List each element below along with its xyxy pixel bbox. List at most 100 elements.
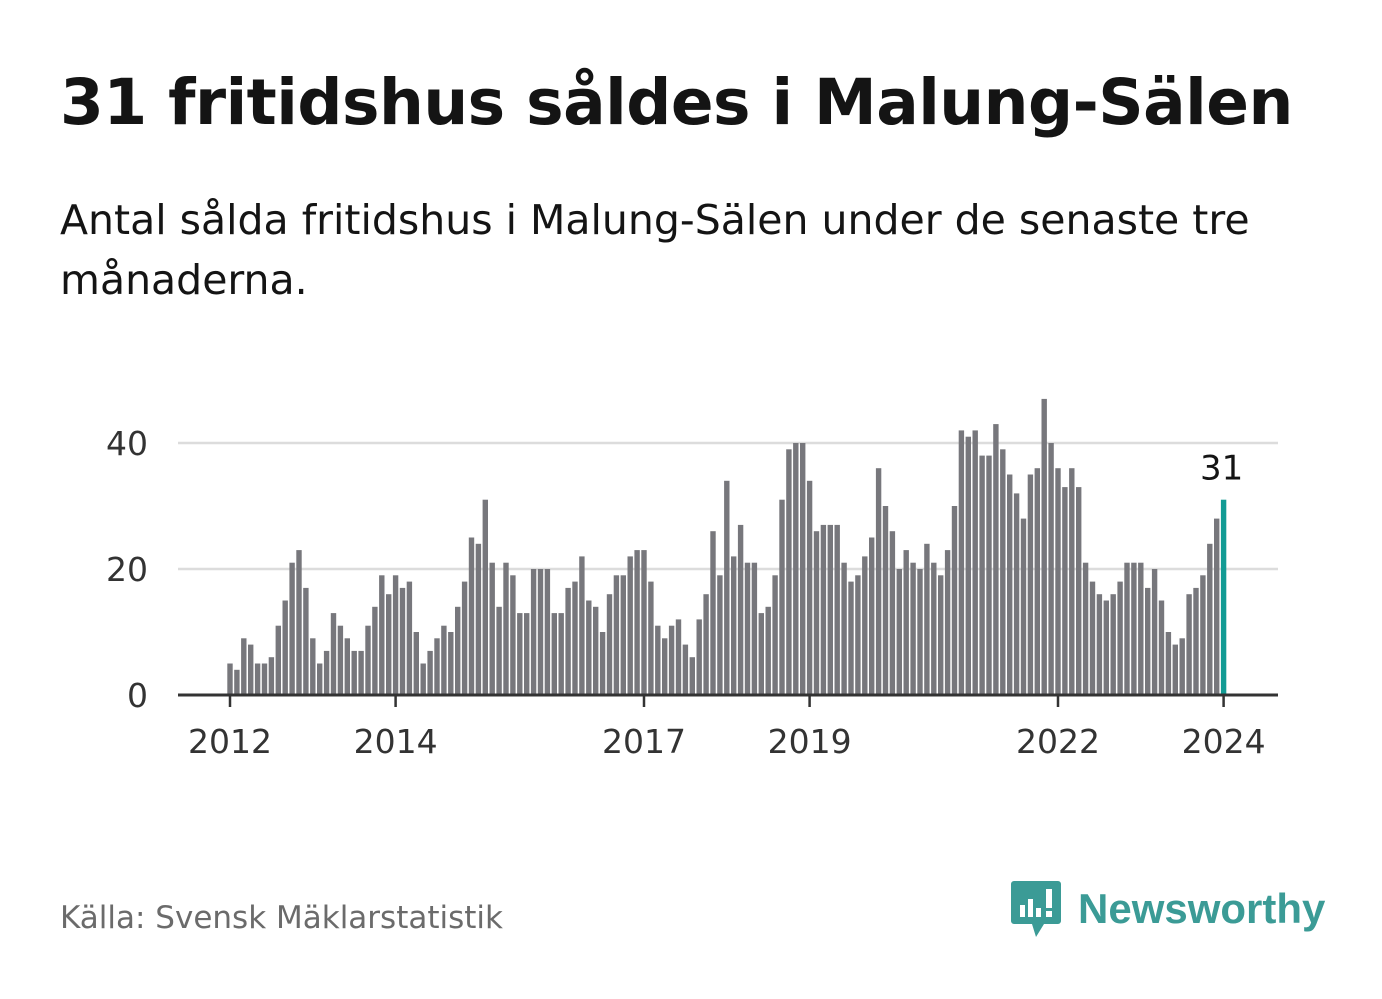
bar (1034, 468, 1040, 695)
bar (475, 543, 482, 695)
bar (1179, 638, 1185, 695)
bar (227, 663, 233, 695)
bar (1069, 468, 1075, 695)
x-tick-label: 2012 (188, 722, 272, 761)
bar (1110, 594, 1116, 695)
bar (1172, 644, 1178, 695)
y-tick-label: 0 (127, 676, 148, 715)
bar (613, 575, 620, 695)
bar (682, 644, 689, 695)
bar (606, 594, 613, 695)
bar (979, 455, 985, 695)
bar (365, 625, 371, 695)
bar (1082, 562, 1089, 695)
bar (786, 449, 792, 695)
bar (634, 550, 640, 695)
bar (517, 613, 523, 695)
bar (261, 663, 268, 695)
bar (386, 594, 392, 695)
bar (1214, 518, 1220, 695)
newsworthy-logo-text: Newsworthy (1078, 885, 1326, 932)
bar (800, 443, 806, 695)
bar (392, 575, 399, 695)
bar (275, 625, 281, 695)
newsworthy-logo-icon (1011, 881, 1061, 937)
bar (379, 575, 385, 695)
bar (248, 644, 254, 695)
bar (296, 550, 302, 695)
bar (599, 632, 606, 695)
y-tick-label: 20 (106, 550, 148, 589)
bar (537, 569, 544, 695)
bar (931, 562, 937, 695)
bar (524, 613, 530, 695)
bar (461, 581, 468, 695)
bar (420, 663, 426, 695)
bar (827, 524, 833, 695)
bar (896, 569, 902, 695)
bar (586, 600, 592, 695)
bar (1117, 581, 1123, 695)
bar (1055, 468, 1061, 695)
bar (489, 562, 495, 695)
bar (427, 650, 433, 695)
bar (468, 537, 475, 695)
bar (434, 638, 440, 695)
bar (406, 581, 413, 695)
bar (1000, 449, 1006, 695)
bar (655, 625, 661, 695)
bar (793, 443, 799, 695)
bar (1103, 600, 1109, 695)
bar (944, 550, 951, 695)
source-note: Källa: Svensk Mäklarstatistik (60, 900, 503, 936)
bar (310, 638, 316, 695)
bar (303, 587, 309, 695)
bar (689, 657, 695, 695)
bar (1138, 562, 1144, 695)
bar (496, 606, 502, 695)
bar (337, 625, 344, 695)
bar (593, 606, 599, 695)
bar (986, 455, 992, 695)
bar (620, 575, 626, 695)
bar (441, 625, 447, 695)
bar (855, 575, 861, 695)
bar (1027, 474, 1034, 695)
bar (254, 663, 261, 695)
bar (234, 669, 240, 695)
bar (1165, 632, 1172, 695)
bar (317, 663, 323, 695)
bar (903, 550, 909, 695)
bar (1041, 398, 1047, 695)
bar (758, 613, 764, 695)
bar (372, 606, 378, 695)
bar (558, 613, 564, 695)
highlight-data-label: 31 (1200, 449, 1243, 489)
bar (344, 638, 350, 695)
bar (1007, 474, 1013, 695)
x-tick-label: 2017 (602, 722, 686, 761)
bar (268, 657, 275, 695)
bar (565, 587, 571, 695)
bar (820, 524, 827, 695)
newsworthy-logo[interactable]: Newsworthy (1010, 878, 1325, 940)
bar (413, 632, 419, 695)
bar (806, 480, 813, 695)
bar (530, 569, 537, 695)
bar (641, 550, 647, 695)
bar (772, 575, 778, 695)
bar (696, 619, 702, 695)
bar (724, 480, 730, 695)
bar (965, 436, 971, 695)
bar (455, 606, 461, 695)
x-tick-label: 2022 (1016, 722, 1100, 761)
bar (710, 531, 716, 695)
bar (1013, 493, 1020, 695)
bar (889, 531, 896, 695)
bar (241, 638, 247, 695)
bar (510, 575, 516, 695)
bar (834, 524, 840, 695)
bar (917, 569, 923, 695)
bar (351, 650, 357, 695)
bar (779, 499, 785, 695)
